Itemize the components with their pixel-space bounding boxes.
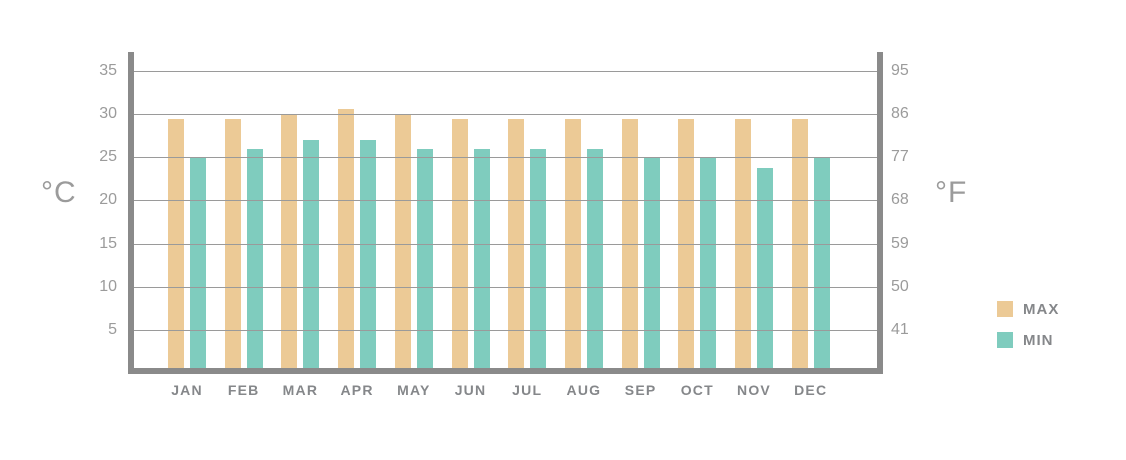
bar-min-apr — [360, 140, 377, 373]
gridline-5 — [134, 329, 877, 331]
legend-item-min: MIN — [997, 331, 1059, 349]
y-axis-left — [128, 52, 134, 374]
month-label-jun: JUN — [454, 382, 487, 398]
legend-item-max: MAX — [997, 300, 1060, 318]
x-axis — [128, 368, 883, 374]
bar-min-mar — [303, 140, 320, 373]
bar-max-feb — [224, 119, 241, 373]
month-label-jan: JAN — [171, 382, 203, 398]
max-series-swatch — [997, 301, 1013, 317]
right-tick-59: 59 — [891, 234, 909, 252]
left-tick-25: 25 — [99, 148, 117, 166]
month-label-apr: APR — [340, 382, 374, 398]
gridline-20 — [134, 200, 877, 202]
left-tick-5: 5 — [108, 320, 117, 338]
plot-area — [134, 52, 877, 373]
month-label-sep: SEP — [624, 382, 657, 398]
month-label-dec: DEC — [794, 382, 828, 398]
left-tick-20: 20 — [99, 191, 117, 209]
bar-max-oct — [678, 119, 695, 373]
gridline-35 — [134, 70, 877, 72]
bar-min-aug — [586, 148, 603, 373]
gridline-25 — [134, 157, 877, 159]
bar-min-jun — [473, 148, 490, 373]
legend: MAX MIN — [997, 301, 1059, 363]
month-label-aug: AUG — [566, 382, 602, 398]
bar-max-may — [394, 114, 411, 373]
bar-min-jan — [190, 157, 206, 373]
bar-max-mar — [281, 114, 298, 373]
month-label-oct: OCT — [680, 382, 714, 398]
bar-min-feb — [246, 148, 263, 373]
bar-max-aug — [564, 119, 581, 373]
right-tick-95: 95 — [891, 61, 909, 79]
right-tick-50: 50 — [891, 277, 909, 295]
celsius-unit-label: °C — [41, 176, 77, 209]
bar-min-jul — [530, 148, 547, 373]
bar-min-dec — [813, 157, 830, 373]
month-label-mar: MAR — [282, 382, 319, 398]
gridline-10 — [134, 286, 877, 288]
fahrenheit-unit-label: °F — [935, 176, 968, 209]
bar-min-oct — [700, 157, 717, 373]
month-label-may: MAY — [397, 382, 431, 398]
min-series-swatch — [997, 332, 1013, 348]
bar-max-nov — [735, 119, 751, 373]
right-tick-68: 68 — [891, 191, 909, 209]
left-tick-15: 15 — [99, 234, 117, 252]
y-axis-right — [877, 52, 883, 374]
right-tick-41: 41 — [891, 320, 909, 338]
month-label-feb: FEB — [227, 382, 260, 398]
bar-min-nov — [757, 167, 773, 373]
bar-max-dec — [791, 119, 808, 373]
month-label-nov: NOV — [737, 382, 771, 398]
gridline-15 — [134, 243, 877, 245]
right-tick-77: 77 — [891, 148, 909, 166]
legend-label-min: MIN — [1023, 331, 1054, 349]
bar-max-jan — [168, 119, 184, 373]
bar-max-jun — [451, 119, 468, 373]
bar-min-sep — [643, 157, 660, 373]
bar-min-may — [416, 148, 433, 373]
gridline-30 — [134, 114, 877, 116]
bar-max-jul — [508, 119, 525, 373]
right-tick-86: 86 — [891, 105, 909, 123]
left-tick-10: 10 — [99, 277, 117, 295]
left-tick-35: 35 — [99, 61, 117, 79]
month-label-jul: JUL — [512, 382, 543, 398]
legend-label-max: MAX — [1023, 300, 1060, 318]
bar-max-apr — [338, 108, 355, 373]
left-tick-30: 30 — [99, 105, 117, 123]
bar-max-sep — [621, 119, 638, 373]
